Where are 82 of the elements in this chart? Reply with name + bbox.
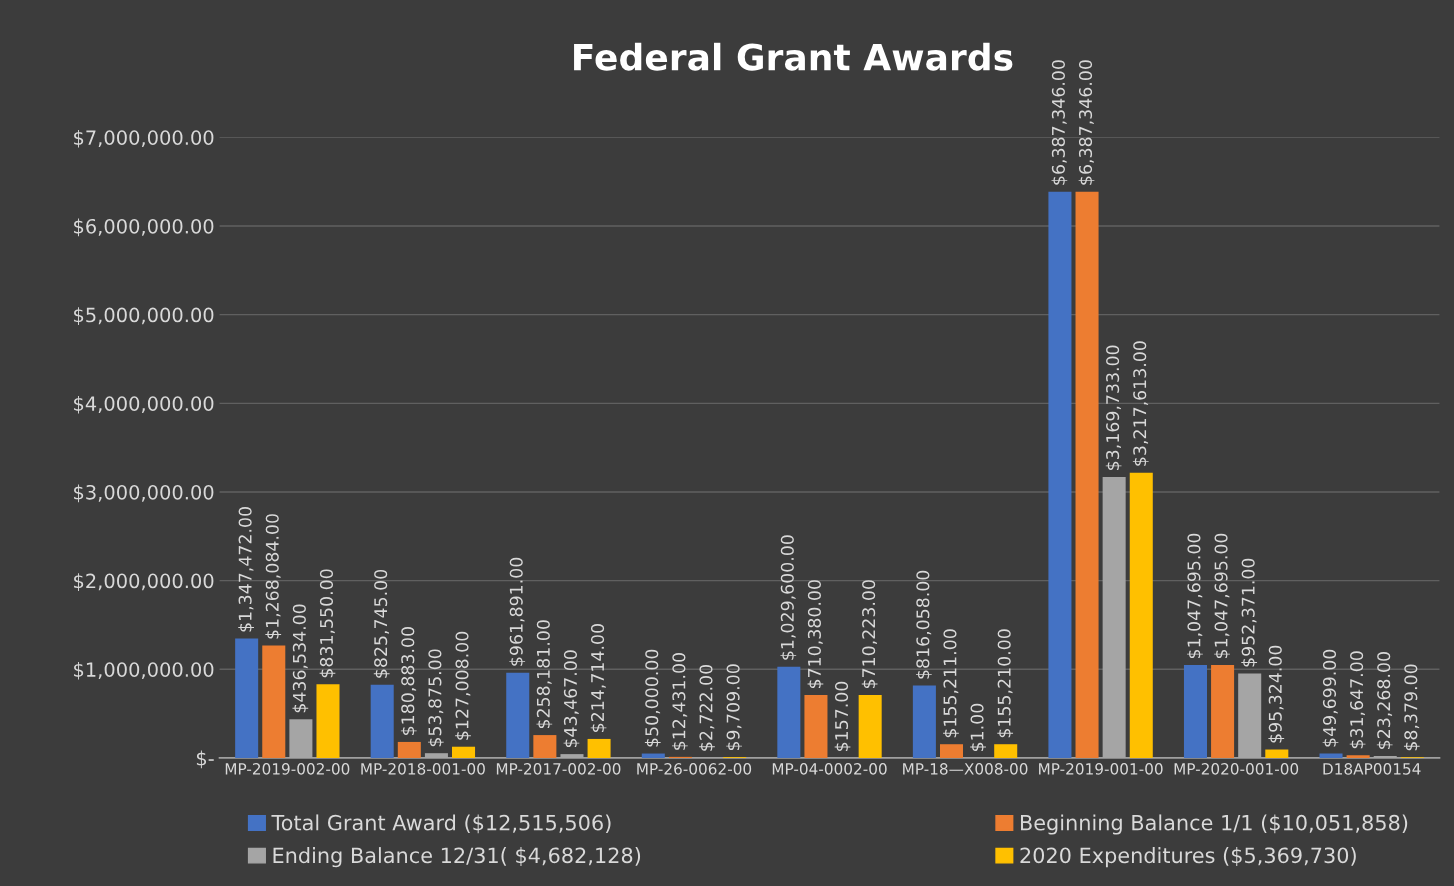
data-label: $49,699.00 [1322, 649, 1339, 747]
bar [235, 638, 259, 758]
x-tick-label: D18AP00154 [1323, 763, 1421, 775]
data-label: $12,431.00 [672, 653, 688, 750]
y-tick-label: $- [196, 750, 214, 769]
x-tick-label: MP-26-0062-00 [637, 763, 752, 775]
bar [641, 753, 665, 758]
data-label: $43,467.00 [563, 650, 580, 748]
data-label: $53,875.00 [428, 649, 444, 747]
bar [1075, 191, 1099, 758]
data-label: $157.00 [834, 681, 851, 751]
data-label: $710,380.00 [807, 580, 824, 688]
data-label: $23,268.00 [1376, 652, 1393, 749]
bar [397, 741, 421, 758]
x-tick-label: MP-18—X008-00 [903, 763, 1028, 775]
bar [452, 746, 476, 758]
bar [1211, 665, 1235, 758]
data-label: $3,169,733.00 [1105, 345, 1122, 470]
bar [804, 694, 828, 758]
legend-label: Total Grant Award ($12,515,506) [271, 814, 611, 834]
data-label: $436,534.00 [292, 604, 309, 713]
bar [1265, 749, 1289, 758]
data-label: $3,217,613.00 [1132, 341, 1149, 466]
data-label: $9,709.00 [726, 664, 742, 751]
data-label: $95,324.00 [1268, 645, 1285, 743]
data-label: $155,210.00 [997, 629, 1014, 738]
bar [533, 735, 557, 758]
bar [912, 685, 936, 758]
data-label: $6,387,346.00 [1051, 60, 1068, 185]
y-tick-label: $3,000,000.00 [74, 484, 214, 503]
y-tick-label: $2,000,000.00 [74, 573, 214, 591]
data-label: $50,000.00 [644, 649, 661, 747]
data-label: $1.00 [970, 703, 986, 751]
bar [1129, 472, 1153, 758]
data-label: $6,387,346.00 [1078, 60, 1095, 185]
y-tick-label: $4,000,000.00 [74, 395, 214, 414]
bar [506, 672, 530, 758]
data-label: $816,058.00 [915, 570, 932, 679]
chart-title: Federal Grant Awards [574, 42, 1013, 71]
data-label: $1,268,084.00 [265, 514, 282, 639]
y-tick-label: $1,000,000.00 [74, 661, 214, 680]
bar [262, 645, 286, 758]
data-label: $710,223.00 [861, 580, 878, 689]
x-tick-label: MP-2017-002-00 [496, 763, 621, 775]
bar [994, 744, 1018, 758]
x-tick-label: MP-2019-001-00 [1039, 763, 1163, 775]
bar [1319, 753, 1343, 758]
y-tick-label: $7,000,000.00 [74, 129, 214, 148]
bar [587, 738, 611, 758]
data-label: $31,647.00 [1349, 651, 1366, 749]
legend-label: 2020 Expenditures ($5,369,730) [1020, 847, 1356, 868]
data-label: $214,714.00 [590, 624, 607, 732]
x-tick-label: MP-04-0002-00 [772, 763, 887, 775]
data-label: $1,047,695.00 [1187, 533, 1203, 659]
x-tick-label: MP-2019-002-00 [225, 763, 350, 775]
data-label: $952,371.00 [1241, 558, 1258, 667]
bar [1346, 755, 1370, 758]
x-tick-label: MP-2018-001-00 [361, 763, 485, 775]
data-label: $127,008.00 [455, 631, 471, 740]
data-label: $1,347,472.00 [238, 507, 255, 632]
bar [777, 666, 801, 758]
data-label: $180,883.00 [400, 627, 417, 735]
legend-label: Beginning Balance 1/1 ($10,051,858) [1020, 814, 1408, 835]
data-label: $1,029,600.00 [780, 535, 797, 660]
data-label: $1,047,695.00 [1214, 533, 1230, 659]
data-label: $258,181.00 [536, 620, 553, 729]
data-label: $8,379.00 [1403, 664, 1420, 751]
bar [939, 744, 964, 758]
y-tick-label: $5,000,000.00 [74, 307, 214, 325]
y-tick-label: $6,000,000.00 [74, 218, 214, 237]
bar [316, 684, 340, 758]
bar [1048, 191, 1072, 758]
bar [370, 684, 394, 758]
data-label: $961,891.00 [509, 557, 526, 666]
data-label: $831,550.00 [319, 569, 336, 678]
data-label: $155,211.00 [943, 629, 959, 738]
legend-label: Ending Balance 12/31( $4,682,128) [273, 847, 641, 868]
data-label: $2,722.00 [699, 664, 715, 751]
data-label: $825,745.00 [373, 569, 390, 678]
x-tick-label: MP-2020-001-00 [1174, 763, 1299, 775]
bar [1183, 665, 1207, 758]
bar [858, 695, 882, 758]
